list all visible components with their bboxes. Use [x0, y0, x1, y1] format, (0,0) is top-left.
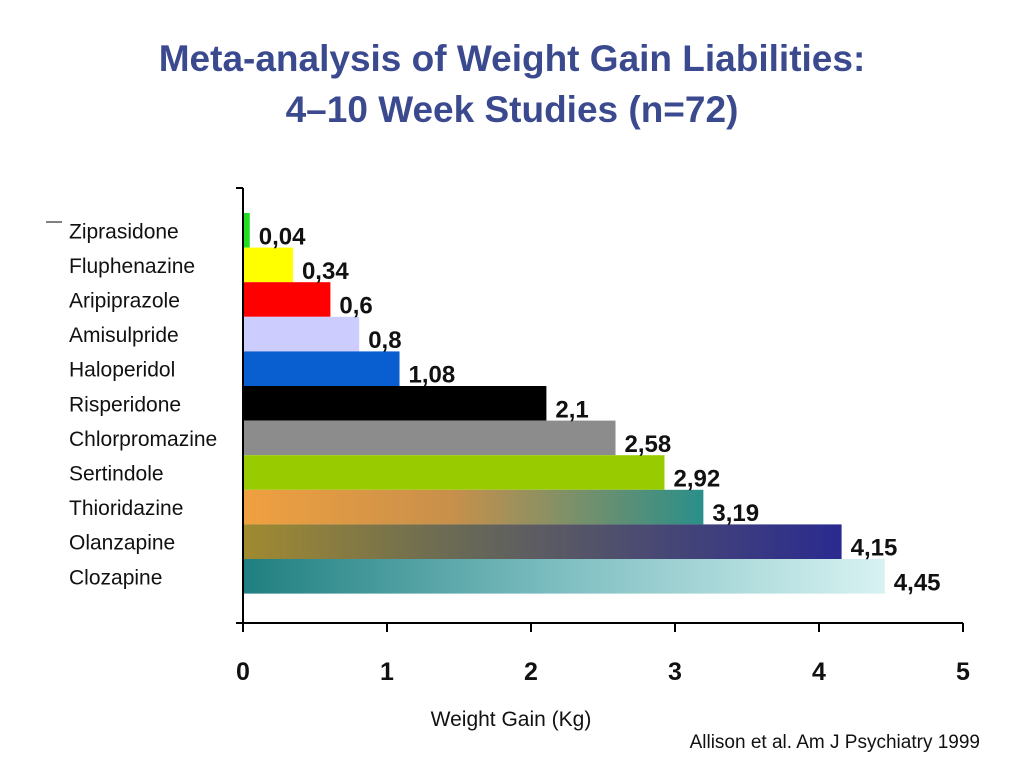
bars	[244, 213, 885, 594]
value-label: 0,6	[339, 293, 372, 320]
bar	[244, 524, 842, 559]
category-label: Aripiprazole	[69, 290, 180, 313]
value-label: 0,34	[302, 258, 349, 285]
bar	[244, 559, 885, 594]
chart-title-line-1: Meta-analysis of Weight Gain Liabilities…	[158, 38, 866, 79]
bar	[244, 282, 331, 317]
citation: Allison et al. Am J Psychiatry 1999	[689, 732, 980, 753]
category-label: Thioridazine	[69, 497, 183, 520]
x-tick-label: 5	[956, 658, 970, 686]
value-label: 2,1	[555, 396, 588, 423]
category-label: Clozapine	[69, 566, 162, 589]
bar	[244, 247, 293, 283]
bar	[244, 489, 704, 525]
x-tick-label: 0	[236, 658, 250, 686]
category-label: Olanzapine	[69, 532, 175, 555]
category-label: Ziprasidone	[69, 220, 179, 243]
category-label: Amisulpride	[69, 324, 179, 347]
x-tick-label: 4	[812, 658, 826, 686]
bar	[244, 351, 400, 386]
value-label: 1,08	[409, 362, 456, 389]
x-tick-label: 2	[524, 658, 538, 686]
bar	[244, 420, 616, 456]
x-tick-label: 1	[380, 658, 394, 686]
category-label: Fluphenazine	[69, 255, 195, 278]
category-labels: Ziprasidone Fluphenazine Aripiprazole Amisu…	[69, 220, 217, 589]
value-label: 3,19	[712, 500, 759, 527]
category-label: Chlorpromazine	[69, 428, 217, 451]
value-label: 2,58	[625, 431, 672, 458]
value-labels: 0,04 0,34 0,6 0,8 1,08 2,1 2,582,92 3,19 4,15 4,4…	[259, 223, 941, 596]
category-label: Risperidone	[69, 393, 181, 416]
category-label: Sertindole	[69, 463, 164, 486]
category-label: Haloperidol	[69, 359, 175, 382]
bar	[244, 213, 250, 248]
value-label: 0,04	[259, 223, 306, 250]
axes	[46, 187, 963, 624]
value-label: 0,8	[368, 327, 401, 354]
chart-title-line-2: 4–10 Week Studies (n=72)	[285, 89, 739, 130]
x-tick-label: 3	[668, 658, 682, 686]
x-ticks: 0 1 2 3 4 5	[236, 623, 970, 686]
x-axis-label: Weight Gain (Kg)	[430, 708, 592, 731]
value-label: 4,15	[851, 535, 898, 562]
value-label: 2,92	[673, 466, 720, 493]
bar	[244, 316, 360, 352]
bar	[244, 386, 547, 421]
bar	[244, 455, 665, 490]
value-label: 4,45	[894, 569, 941, 596]
